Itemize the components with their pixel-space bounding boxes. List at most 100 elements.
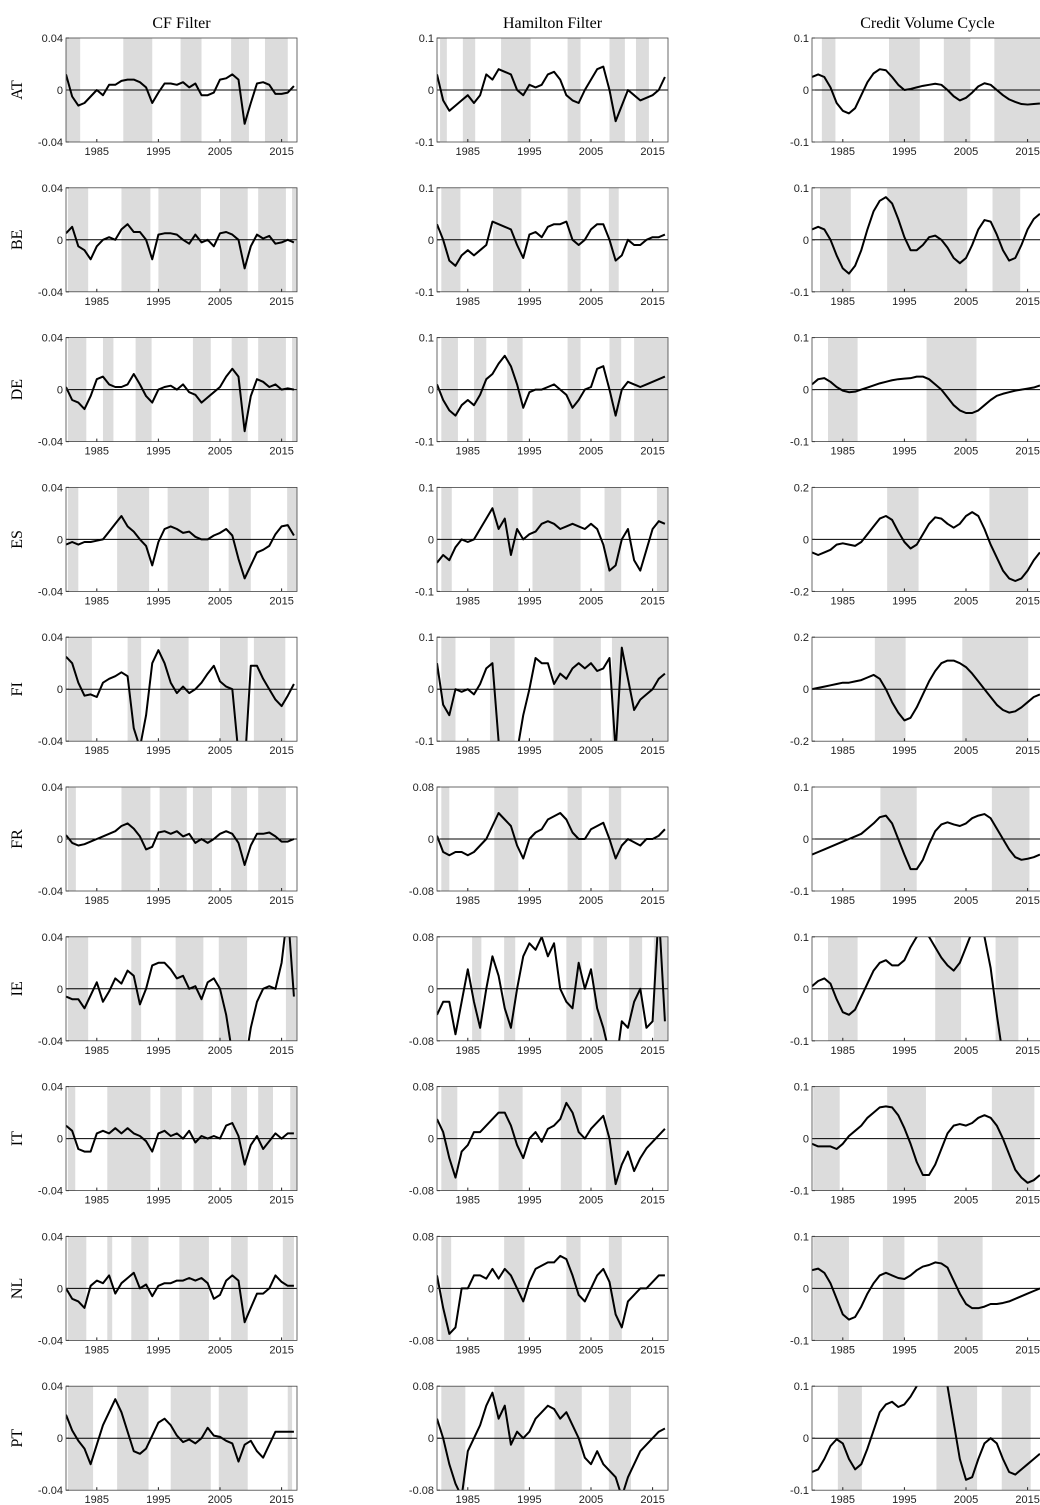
series-line <box>812 813 1040 871</box>
x-tick-label: 2015 <box>1015 1494 1039 1505</box>
y-tick-label: 0 <box>803 1433 809 1445</box>
series-line <box>437 1254 665 1335</box>
panel: -0.04 0 0.04 1985 1995 2005 2015 ES <box>9 482 298 607</box>
y-tick-label: 0.04 <box>42 33 63 45</box>
x-tick-label: 2005 <box>208 895 232 907</box>
plot-area <box>812 487 1040 592</box>
series-line <box>66 822 295 866</box>
y-tick-label: 0.1 <box>794 932 809 944</box>
y-tick-label: 0 <box>803 385 809 397</box>
y-tick-label: 0 <box>428 1134 434 1146</box>
x-tick-label: 1985 <box>831 1195 855 1207</box>
plot-area <box>437 1236 668 1341</box>
panel: -0.2 0 0.2 1985 1995 2005 2015 <box>790 632 1040 757</box>
y-tick-label: 0 <box>428 534 434 546</box>
x-tick-label: 2015 <box>269 146 293 158</box>
x-tick-label: 1995 <box>146 1045 170 1057</box>
x-tick-label: 1985 <box>831 146 855 158</box>
y-tick-label: 0.04 <box>42 632 63 644</box>
x-tick-label: 1995 <box>517 1494 541 1505</box>
series-line <box>812 659 1040 722</box>
x-tick-label: 1995 <box>892 1494 916 1505</box>
panel: -0.1 0 0.1 1985 1995 2005 2015 <box>790 1381 1040 1505</box>
x-tick-label: 2015 <box>640 1344 664 1356</box>
x-tick-label: 2015 <box>640 1045 664 1057</box>
plot-area <box>66 637 297 742</box>
panel: -0.08 0 0.08 1985 1995 2005 2015 <box>409 1082 669 1207</box>
x-tick-label: 1995 <box>892 1045 916 1057</box>
panel: -0.04 0 0.04 1985 1995 2005 2015 BE <box>9 183 298 308</box>
plot-frame <box>811 1385 1040 1491</box>
x-tick-label: 2005 <box>954 296 978 308</box>
plot-area <box>66 1086 297 1191</box>
y-tick-label: 0.1 <box>794 1082 809 1094</box>
x-tick-label: 2015 <box>640 296 664 308</box>
x-tick-label: 2005 <box>208 296 232 308</box>
plot-area <box>812 787 1040 891</box>
y-tick-label: 0.2 <box>794 482 809 494</box>
x-tick-label: 1985 <box>85 296 109 308</box>
plot-area <box>812 1236 1040 1341</box>
y-tick-label: 0 <box>428 385 434 397</box>
plot-area <box>437 187 668 292</box>
series-line <box>66 515 295 580</box>
y-tick-label: 0.1 <box>794 33 809 45</box>
plot-frame <box>811 486 1040 592</box>
y-tick-label: 0.2 <box>794 632 809 644</box>
y-tick-label: -0.1 <box>790 886 809 898</box>
x-tick-label: 2005 <box>954 595 978 607</box>
y-tick-label: 0.04 <box>42 932 63 944</box>
y-tick-label: 0.04 <box>42 1082 63 1094</box>
x-tick-label: 1995 <box>146 595 170 607</box>
plot-frame <box>436 1086 669 1191</box>
x-tick-label: 1995 <box>517 1195 541 1207</box>
plot-area <box>812 637 1040 742</box>
series-line <box>812 1386 1040 1481</box>
y-tick-label: 0.04 <box>42 333 63 345</box>
y-tick-label: -0.04 <box>38 1485 63 1497</box>
x-tick-label: 1995 <box>892 595 916 607</box>
plot-frame <box>65 1086 298 1191</box>
x-tick-label: 1995 <box>892 895 916 907</box>
row-label: IT <box>9 1131 26 1146</box>
plot-area <box>66 936 297 1041</box>
x-tick-label: 1985 <box>456 446 480 458</box>
y-tick-label: 0 <box>428 684 434 696</box>
x-tick-label: 2005 <box>579 1045 603 1057</box>
plot-frame <box>436 337 669 443</box>
x-tick-label: 1995 <box>892 446 916 458</box>
x-tick-label: 1985 <box>456 895 480 907</box>
y-tick-label: 0 <box>57 1283 63 1295</box>
plot-area <box>812 1386 1040 1491</box>
x-tick-label: 1985 <box>831 1494 855 1505</box>
panel: -0.04 0 0.04 1985 1995 2005 2015 IE <box>9 932 298 1057</box>
series-line <box>437 1101 666 1186</box>
panel: -0.1 0 0.1 1985 1995 2005 2015 <box>415 333 669 458</box>
plot-frame <box>436 486 669 592</box>
y-tick-label: 0.1 <box>794 782 809 794</box>
panel: -0.04 0 0.04 1985 1995 2005 2015 IT <box>9 1082 298 1207</box>
series-line <box>66 1271 294 1324</box>
y-tick-label: 0 <box>803 984 809 996</box>
y-tick-label: 0.04 <box>42 482 63 494</box>
y-tick-label: 0 <box>428 85 434 97</box>
y-tick-label: 0 <box>803 534 809 546</box>
x-tick-label: 1995 <box>892 146 916 158</box>
x-tick-label: 1985 <box>831 745 855 757</box>
x-tick-label: 2015 <box>640 595 664 607</box>
panel: -0.1 0 0.1 1985 1995 2005 2015 Credit Volume Cy… <box>790 15 1040 158</box>
x-tick-label: 2015 <box>640 1494 664 1505</box>
x-tick-label: 2005 <box>954 895 978 907</box>
y-tick-label: 0.1 <box>419 333 434 345</box>
y-tick-label: 0 <box>803 1283 809 1295</box>
x-tick-label: 2015 <box>1015 1045 1039 1057</box>
plot-area <box>437 487 668 592</box>
x-tick-label: 1985 <box>85 745 109 757</box>
x-tick-label: 2015 <box>640 146 664 158</box>
x-tick-label: 1985 <box>456 1344 480 1356</box>
y-tick-label: 0.04 <box>42 1381 63 1393</box>
panel: -0.1 0 0.1 1985 1995 2005 2015 <box>415 632 669 757</box>
x-tick-label: 2015 <box>269 1494 293 1505</box>
x-tick-label: 2005 <box>954 1195 978 1207</box>
